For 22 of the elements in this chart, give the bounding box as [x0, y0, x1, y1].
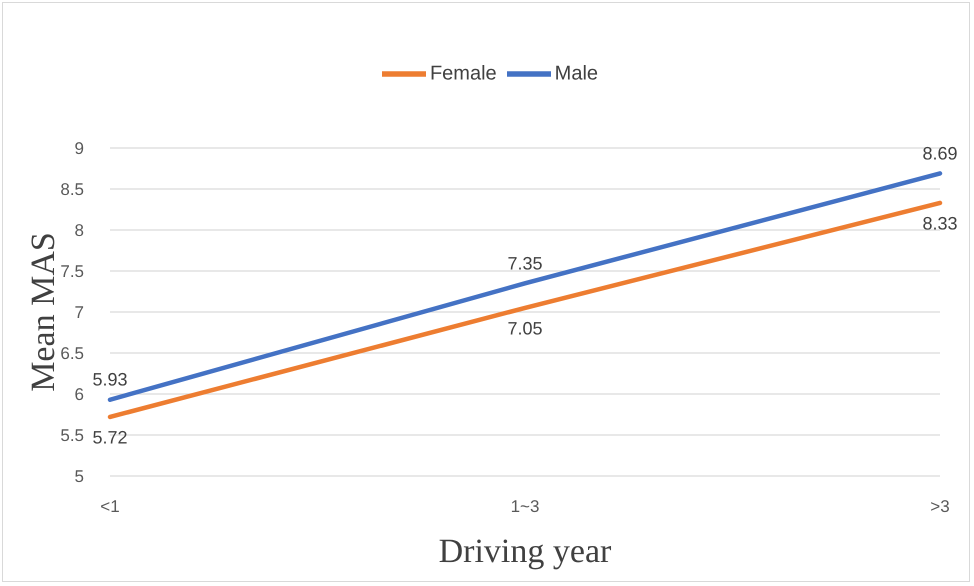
- y-tick-label: 5.5: [60, 426, 84, 446]
- x-tick-label: 1~3: [510, 497, 540, 516]
- legend-label: Male: [554, 62, 598, 84]
- x-tick-label: >3: [930, 497, 950, 516]
- y-tick-label: 6: [74, 385, 84, 404]
- y-tick-label: 7.5: [60, 262, 84, 282]
- data-label: 8.33: [922, 214, 958, 234]
- data-label: 7.05: [507, 318, 543, 339]
- y-tick-label: 7: [74, 303, 84, 322]
- y-tick-label: 8.5: [60, 180, 84, 200]
- x-axis-title: Driving year: [438, 533, 612, 570]
- data-label: 7.35: [507, 253, 543, 274]
- y-axis-title: Mean MAS: [25, 232, 62, 392]
- y-tick-label: 8: [74, 221, 84, 240]
- data-label: 5.72: [92, 428, 128, 448]
- legend-label: Female: [430, 62, 497, 84]
- y-tick-label: 6.5: [60, 344, 84, 364]
- y-tick-label: 9: [74, 139, 84, 158]
- y-tick-label: 5: [74, 467, 84, 486]
- data-label: 5.93: [92, 370, 128, 390]
- x-tick-label: <1: [100, 497, 120, 516]
- data-label: 8.69: [922, 143, 958, 164]
